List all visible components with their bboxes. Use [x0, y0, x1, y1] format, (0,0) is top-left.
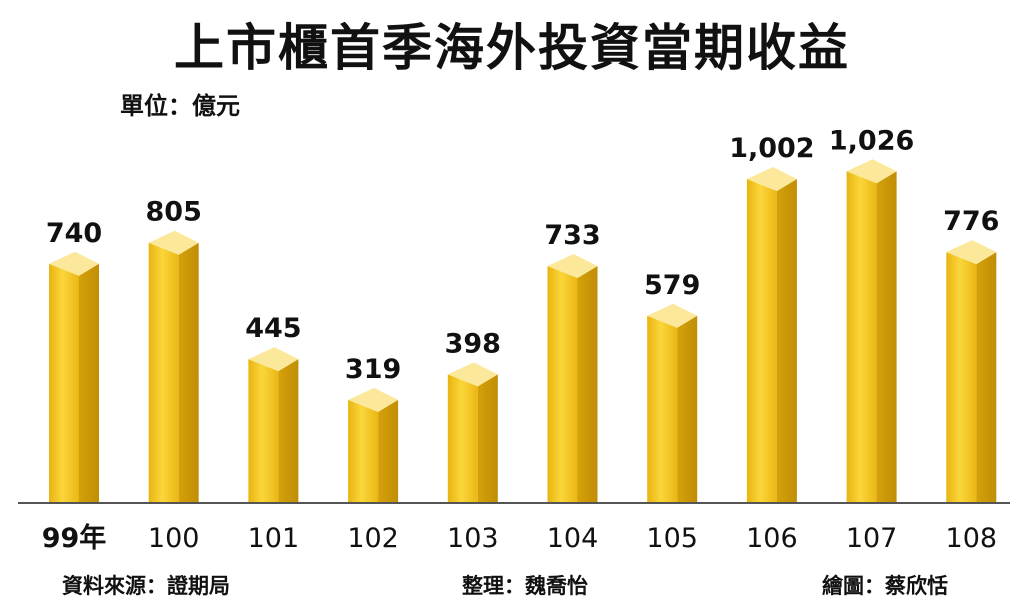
- bar-front-99年: [49, 263, 79, 503]
- x-tick-label: 108: [946, 523, 998, 554]
- bar-side-102: [378, 399, 399, 503]
- bar-top-105: [647, 303, 698, 328]
- x-tick-label: 102: [347, 523, 399, 554]
- bar-front-107: [846, 171, 877, 504]
- bar-side-100: [178, 242, 199, 503]
- value-label: 398: [445, 328, 501, 359]
- bar-side-107: [876, 171, 897, 504]
- x-tick-label: 100: [148, 523, 200, 554]
- x-tick-label: 105: [646, 523, 698, 554]
- bar-front-106: [746, 179, 777, 503]
- bar-top-104: [547, 254, 598, 279]
- bar-side-106: [776, 179, 797, 503]
- value-label: 445: [245, 313, 301, 344]
- bar-side-105: [677, 315, 698, 503]
- x-tick-label: 101: [248, 523, 300, 554]
- bar-front-103: [447, 374, 478, 503]
- x-tick-label: 103: [447, 523, 499, 554]
- bar-side-108: [976, 252, 997, 503]
- bar-side-104: [577, 266, 598, 503]
- bars-group: 740 99年 805 100 445 101 319 102 398 103 733 104 579 1…: [42, 125, 1000, 554]
- editor-credit: 整理：魏喬怡: [462, 574, 588, 598]
- bar-top-107: [846, 159, 897, 184]
- x-tick-label: 104: [547, 523, 599, 554]
- bar-front-108: [946, 252, 977, 503]
- bar-side-101: [278, 359, 299, 503]
- value-label: 1,026: [829, 125, 914, 156]
- bar-side-99年: [79, 263, 99, 503]
- value-label: 319: [345, 354, 401, 385]
- bar-side-103: [477, 374, 498, 503]
- x-tick-label: 107: [846, 523, 898, 554]
- value-label: 1,002: [729, 133, 814, 164]
- bar-front-104: [547, 266, 578, 503]
- source-credit: 資料來源：證期局: [62, 574, 230, 598]
- bar-front-105: [647, 315, 678, 503]
- bar-top-103: [447, 362, 498, 387]
- bar-top-101: [248, 347, 299, 372]
- artist-credit: 繪圖：蔡欣恬: [822, 574, 948, 598]
- bar-top-108: [946, 240, 997, 265]
- bar-top-106: [746, 167, 797, 192]
- value-label: 805: [146, 197, 202, 228]
- bar-front-101: [248, 359, 279, 503]
- value-label: 579: [644, 270, 700, 301]
- value-label: 733: [544, 220, 600, 251]
- bar-top-100: [148, 230, 199, 255]
- bar-top-102: [348, 387, 399, 412]
- bar-front-102: [348, 399, 379, 503]
- chart-title: 上市櫃首季海外投資當期收益: [174, 19, 850, 77]
- value-label: 740: [46, 218, 102, 249]
- x-tick-label: 106: [746, 523, 798, 554]
- x-tick-label: 99年: [42, 522, 107, 554]
- value-label: 776: [943, 206, 999, 237]
- bar-top-99年: [49, 251, 99, 276]
- unit-label: 單位：億元: [120, 92, 240, 120]
- bar-front-100: [148, 242, 179, 503]
